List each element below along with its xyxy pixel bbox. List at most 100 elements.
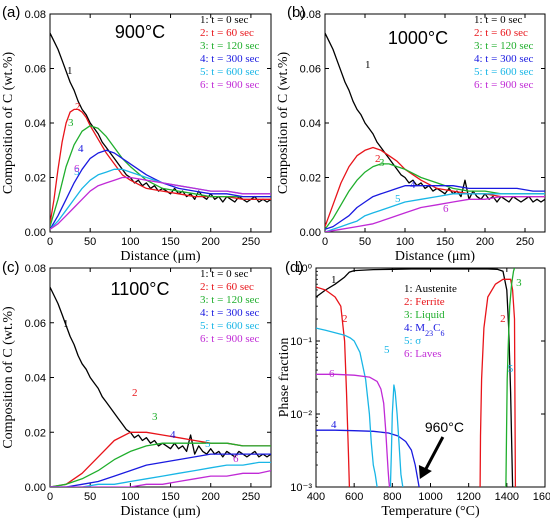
x-axis-label: Distance (μm) — [120, 504, 201, 519]
series-line-3 — [479, 278, 517, 487]
x-tick-label: 250 — [242, 491, 260, 503]
series-line-4 — [505, 268, 516, 487]
series-line-1 — [325, 32, 545, 203]
y-tick-label: 0.04 — [25, 118, 46, 130]
legend-entry: 4: t = 300 sec — [200, 307, 259, 319]
y-tick-label: 10⁰ — [295, 263, 312, 275]
curve-label: 6 — [74, 163, 80, 175]
panel-label: (b) — [287, 4, 305, 21]
curve-label: 1 — [365, 59, 371, 71]
x-tick-label: 1600 — [533, 491, 550, 503]
x-tick-label: 50 — [84, 236, 96, 248]
y-tick-label: 0.00 — [25, 482, 46, 494]
x-tick-label: 100 — [121, 236, 139, 248]
series-line-5 — [50, 461, 271, 487]
legend-entry: 4: M23C6 — [404, 322, 444, 338]
curve-label: 6 — [443, 203, 449, 215]
legend-entry: 2: t = 60 sec — [474, 27, 528, 39]
curve-label: 4 — [410, 179, 416, 191]
curve-label: 4 — [170, 429, 176, 441]
legend-entry: 5: t = 600 sec — [200, 66, 259, 78]
annotation-arrow — [424, 436, 445, 470]
x-tick-label: 0 — [322, 236, 328, 248]
y-tick-label: 0.06 — [25, 64, 46, 76]
curve-label: 3 — [516, 277, 522, 289]
curve-label: 3 — [379, 157, 385, 169]
y-axis-label: Composition of C (wt.%) — [1, 52, 16, 195]
curve-label: 2 — [342, 313, 348, 325]
series-line-2 — [316, 286, 351, 487]
legend-entry: 3: Liquid — [404, 309, 445, 321]
chart-panel-d: 400 600 800 1000 1200 1400 1600 10⁻³ 10⁻² 10⁻¹ 10⁰… — [277, 259, 550, 519]
panel-label: (d) — [285, 259, 303, 276]
chart-panel-b: 0 50 100 150 200 250 0.00 0.02 0.04 0.06 0.08 Dista… — [276, 4, 546, 264]
series-line-3 — [50, 442, 271, 487]
series-line-2 — [50, 108, 271, 224]
y-tick-label: 0.04 — [25, 373, 46, 385]
y-tick-label: 0.02 — [25, 427, 46, 439]
curve-label: 1 — [67, 65, 73, 77]
series-line-5 — [50, 168, 271, 230]
series-line-4 — [50, 149, 271, 230]
curve-label: 2 — [375, 153, 381, 165]
y-tick-label: 0.08 — [300, 9, 321, 21]
x-tick-label: 200 — [202, 491, 220, 503]
y-tick-label: 0.06 — [300, 64, 321, 76]
series-line-3 — [50, 125, 271, 227]
x-tick-label: 100 — [396, 236, 414, 248]
x-tick-label: 200 — [476, 236, 494, 248]
legend-entry: 1: Austenite — [404, 283, 457, 295]
series-group — [325, 32, 545, 232]
curve-label: 5 — [205, 438, 211, 450]
x-axis-label: Temperature (°C) — [381, 504, 480, 519]
series-line-1 — [316, 268, 514, 487]
x-axis-label: Distance (μm) — [120, 249, 201, 264]
y-tick-label: 0.02 — [300, 173, 321, 185]
y-tick-label: 10⁻² — [290, 409, 312, 421]
annotation-arrowhead — [418, 465, 432, 479]
y-axis-label: Composition of C (wt.%) — [276, 52, 291, 195]
y-tick-label: 0.02 — [25, 173, 46, 185]
annotation-text: 960°C — [425, 419, 464, 435]
legend-entry: 5: t = 600 sec — [474, 66, 533, 78]
y-tick-label: 0.08 — [25, 263, 46, 275]
legend-entry: 6: t = 900 sec — [200, 79, 259, 91]
curve-label: 5 — [384, 344, 390, 356]
y-tick-label: 0.08 — [25, 9, 46, 21]
legend-entry: 2: t = 60 sec — [200, 281, 254, 293]
series-line-8 — [316, 373, 391, 487]
x-axis-label: Distance (μm) — [395, 249, 476, 264]
curve-label: 1 — [331, 274, 337, 286]
legend-entry: 1: t = 0 sec — [200, 14, 248, 26]
x-tick-label: 150 — [436, 236, 454, 248]
curve-label: 5 — [508, 363, 514, 375]
y-tick-label: 10⁻¹ — [290, 336, 312, 348]
curve-label: 4 — [331, 419, 337, 431]
series-line-7 — [389, 384, 404, 487]
curve-label: 5 — [74, 166, 80, 178]
series-line-1 — [50, 32, 271, 203]
series-line-6 — [50, 469, 271, 487]
x-tick-label: 1000 — [418, 491, 442, 503]
series-line-6 — [316, 327, 378, 487]
legend-entry: 2: t = 60 sec — [200, 27, 254, 39]
x-tick-label: 0 — [47, 491, 53, 503]
curve-label: 2 — [500, 313, 506, 325]
legend-entry: 3: t = 120 sec — [200, 40, 259, 52]
x-tick-label: 600 — [345, 491, 363, 503]
series-line-4 — [50, 453, 271, 487]
legend-entry: 3: t = 120 sec — [474, 40, 533, 52]
x-tick-label: 200 — [202, 236, 220, 248]
y-tick-label: 0.04 — [300, 118, 321, 130]
x-tick-label: 0 — [47, 236, 53, 248]
x-tick-label: 250 — [516, 236, 534, 248]
x-tick-label: 250 — [242, 236, 260, 248]
x-tick-label: 150 — [161, 236, 179, 248]
series-line-5 — [316, 429, 420, 487]
panel-label: (a) — [2, 4, 20, 21]
panel-title: 900°C — [115, 22, 165, 42]
y-axis-label: Phase fraction — [277, 338, 292, 418]
series-group — [316, 268, 517, 487]
legend-entry: 5: σ — [404, 335, 421, 347]
